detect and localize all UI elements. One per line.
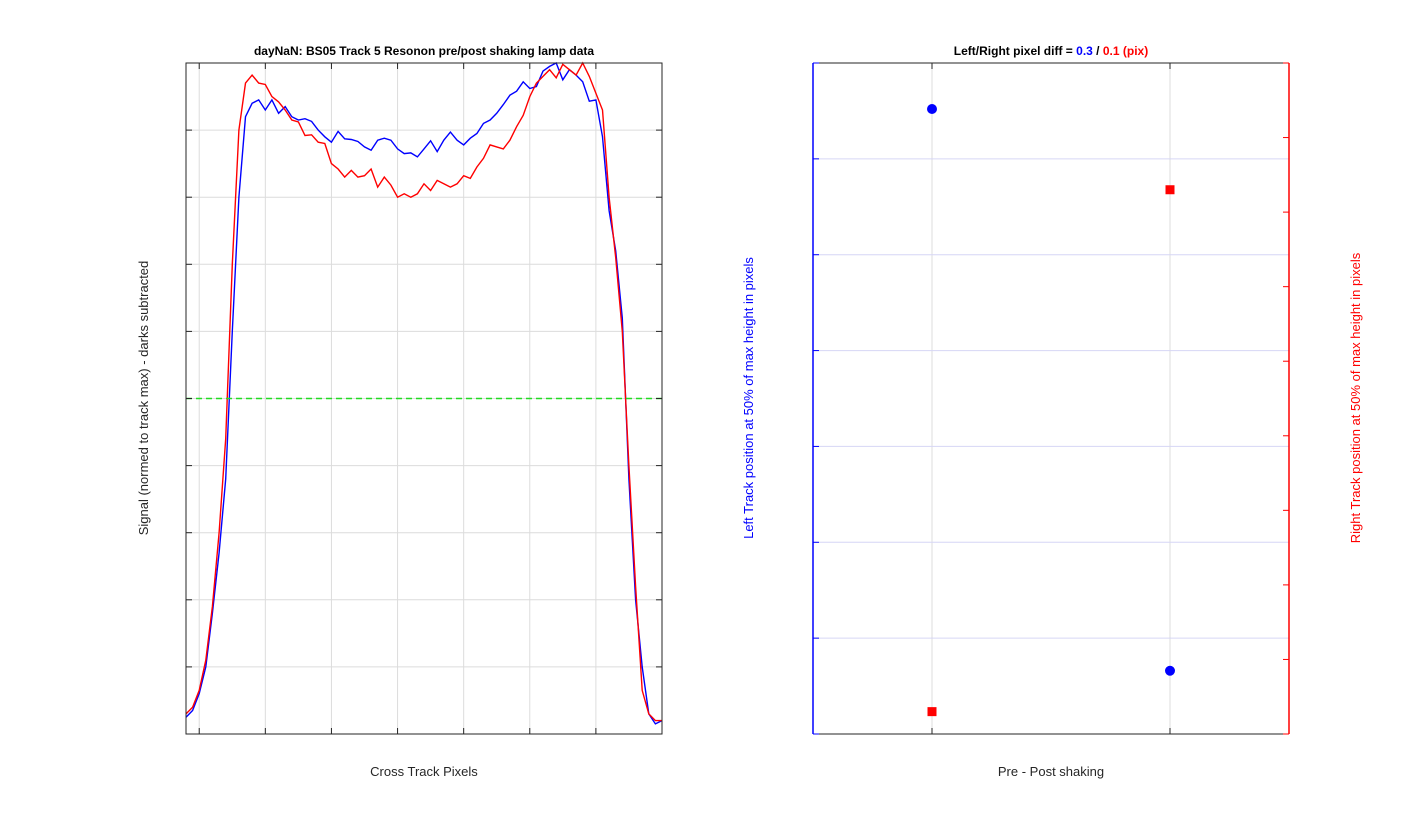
right-position-marker [1165,185,1175,195]
signal-y-axis-label: Signal (normed to track max) - darks sub… [136,261,151,536]
signal-x-axis-label: Cross Track Pixels [370,764,478,779]
title-left-value: 0.3 [1076,44,1093,58]
position-chart-title: Left/Right pixel diff = 0.3 / 0.1 (pix) [954,44,1148,58]
right-position-marker [927,707,937,717]
position-chart: Left/Right pixel diff = 0.3 / 0.1 (pix) … [741,44,1363,779]
position-ticks [813,62,1289,735]
position-series [927,104,1175,717]
signal-ticks [186,62,663,735]
left-position-marker [927,104,937,115]
position-plot-area [813,63,1289,734]
title-prefix: Left/Right pixel diff = [954,44,1076,58]
signal-chart-title: dayNaN: BS05 Track 5 Resonon pre/post sh… [254,44,594,58]
signal-series-line-0 [185,62,663,725]
title-suffix: (pix) [1120,44,1149,58]
title-separator: / [1093,44,1103,58]
left-position-marker [1165,665,1175,676]
position-x-axis-label: Pre - Post shaking [998,764,1104,779]
right-y-axis-label: Right Track position at 50% of max heigh… [1348,252,1363,543]
signal-chart: dayNaN: BS05 Track 5 Resonon pre/post sh… [136,44,663,779]
left-y-axis-label: Left Track position at 50% of max height… [741,257,756,539]
position-grid [813,63,1289,734]
title-right-value: 0.1 [1103,44,1120,58]
